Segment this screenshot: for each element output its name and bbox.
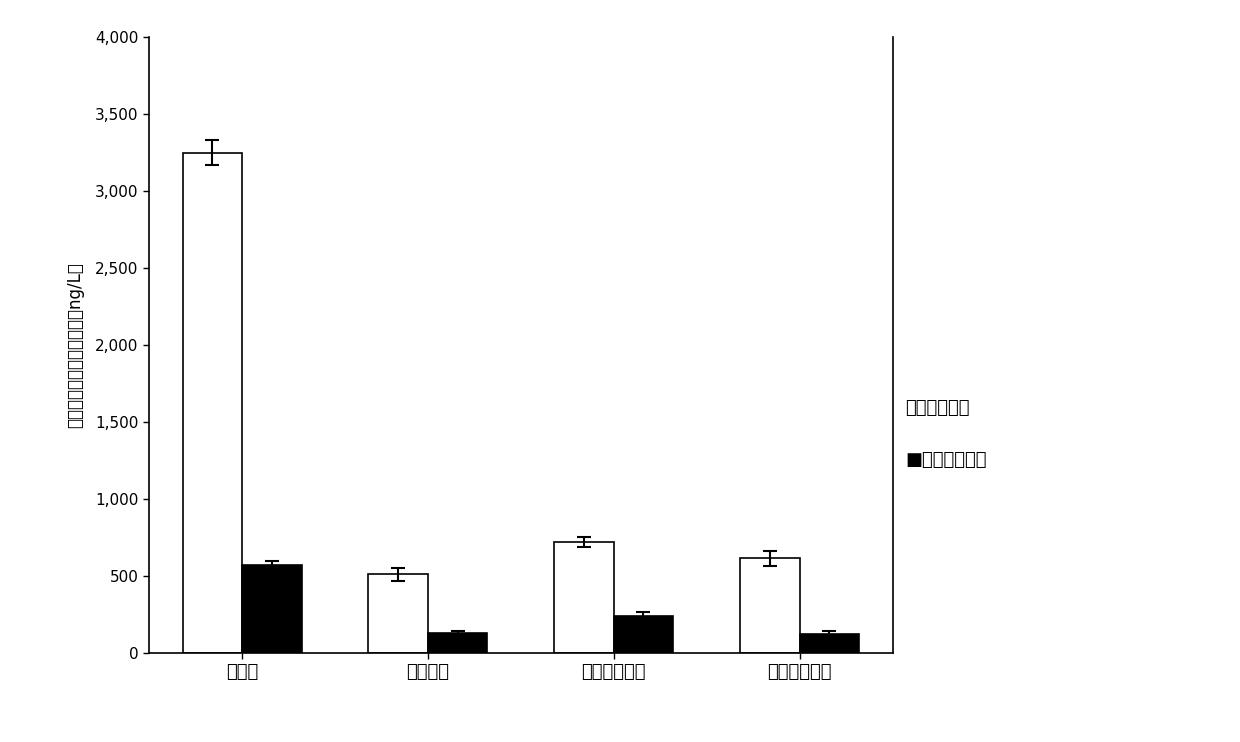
Bar [554,542,614,653]
Bar [242,565,301,653]
Text: 口治理前对照: 口治理前对照 [905,399,970,417]
Bar [368,574,428,653]
Bar [740,558,800,653]
Bar [614,616,673,653]
Bar [428,633,487,653]
Bar [800,634,859,653]
Bar [182,153,242,653]
Text: ■治理后水草区: ■治理后水草区 [905,451,987,469]
Y-axis label: 水体中含硫臭味物质浓度（ng/L）: 水体中含硫臭味物质浓度（ng/L） [66,262,84,428]
